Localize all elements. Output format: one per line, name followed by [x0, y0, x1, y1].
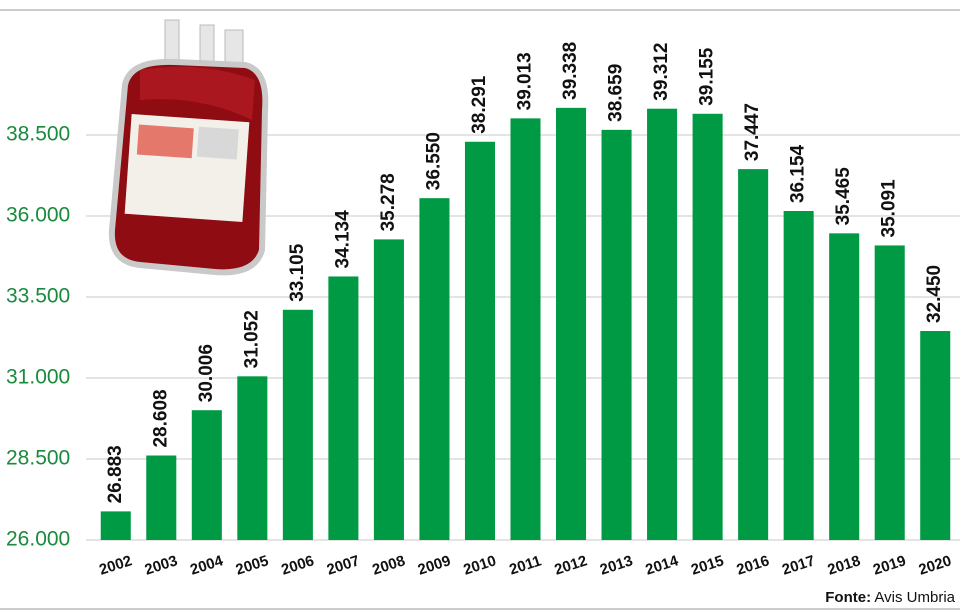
x-tick-label: 2002 [97, 552, 134, 578]
x-tick-label: 2005 [234, 552, 271, 578]
value-label: 32.450 [924, 265, 945, 323]
x-tick-label: 2004 [188, 552, 226, 579]
bar [738, 169, 768, 540]
bar [510, 118, 540, 540]
y-tick-label: 31.000 [6, 366, 70, 389]
value-label: 26.883 [105, 445, 126, 503]
x-tick-label: 2006 [279, 552, 316, 578]
value-label: 37.447 [742, 103, 763, 161]
value-label: 39.338 [560, 42, 581, 100]
value-label: 31.052 [241, 310, 262, 368]
bar [602, 130, 632, 540]
x-tick-label: 2020 [917, 552, 954, 578]
bar [920, 331, 950, 540]
value-label: 33.105 [287, 243, 308, 302]
bar [693, 114, 723, 540]
value-label: 35.278 [378, 173, 399, 231]
x-tick-label: 2014 [643, 552, 681, 579]
bar [146, 456, 176, 540]
x-tick-label: 2017 [780, 552, 817, 578]
value-label: 28.608 [150, 389, 171, 447]
source: Fonte: Avis Umbria [825, 589, 955, 606]
x-tick-label: 2007 [325, 552, 362, 578]
x-tick-label: 2010 [461, 552, 498, 578]
x-tick-label: 2003 [143, 552, 180, 578]
x-tick-label: 2009 [416, 552, 453, 578]
x-tick-label: 2015 [689, 552, 726, 578]
y-tick-label: 28.500 [6, 447, 70, 470]
x-tick-label: 2019 [871, 552, 908, 578]
bar [283, 310, 313, 540]
bar [101, 511, 131, 540]
value-label: 34.134 [332, 210, 353, 269]
bar [556, 108, 586, 540]
bar [192, 410, 222, 540]
value-label: 35.465 [833, 167, 854, 226]
value-label: 36.550 [423, 132, 444, 190]
y-tick-label: 38.500 [6, 123, 70, 146]
bar [465, 142, 495, 540]
value-label: 38.291 [469, 75, 490, 134]
x-tick-label: 2012 [552, 552, 589, 578]
value-label: 38.659 [606, 64, 627, 122]
value-label: 35.091 [879, 179, 900, 238]
bar [328, 276, 358, 540]
bar [237, 376, 267, 540]
value-label: 30.006 [196, 344, 217, 402]
x-tick-label: 2016 [734, 552, 771, 578]
blood-bag [112, 20, 265, 272]
x-tick-label: 2013 [598, 552, 635, 578]
value-label: 36.154 [788, 144, 809, 203]
x-tick-label: 2011 [507, 552, 543, 578]
source-label: Fonte: [825, 589, 871, 606]
value-label: 39.312 [651, 43, 672, 101]
bar [829, 233, 859, 540]
chart: 26.000 28.500 31.000 33.500 36.000 38.500 26.… [0, 0, 960, 612]
x-tick-label: 2008 [370, 552, 407, 578]
bar [419, 198, 449, 540]
source-text: Avis Umbria [874, 589, 955, 606]
x-tick-label: 2018 [826, 552, 863, 578]
value-label: 39.155 [697, 47, 718, 106]
y-tick-label: 33.500 [6, 285, 70, 308]
bar [647, 109, 677, 540]
bar [374, 239, 404, 540]
bar [784, 211, 814, 540]
bar [875, 245, 905, 540]
value-label: 39.013 [515, 52, 536, 110]
y-tick-label: 26.000 [6, 528, 70, 551]
y-tick-label: 36.000 [6, 204, 70, 227]
